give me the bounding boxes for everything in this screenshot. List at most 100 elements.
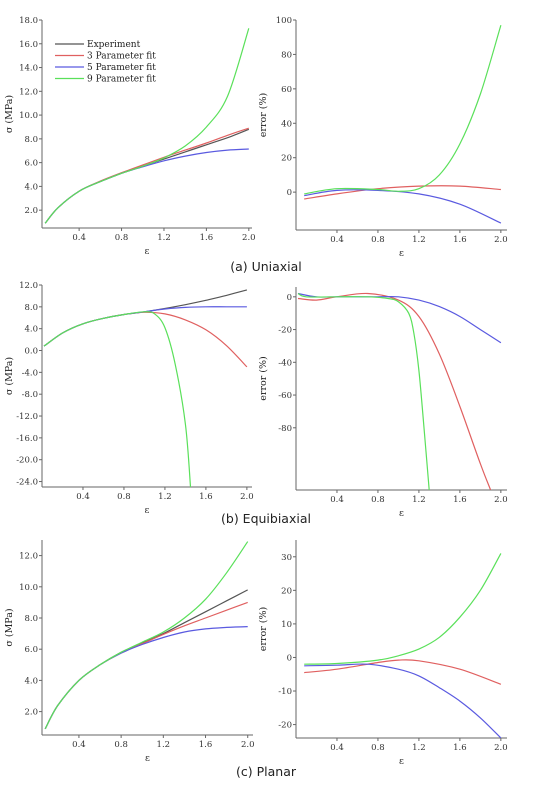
y-tick-label: -12.0 — [16, 412, 38, 422]
x-tick-label: 0.8 — [115, 233, 129, 243]
y-axis-label: σ (MPa) — [4, 357, 15, 395]
y-tick-label: -80 — [278, 424, 292, 434]
y-axis-label: error (%) — [258, 93, 269, 137]
chart-panel-3: 0.4 0.8 1.2 1.6 2.0 -24.0 -20.0 -16.0 -12.0 -8.0 -… — [4, 281, 311, 526]
series-line-3-parameter-fit — [304, 185, 501, 200]
x-tick-label: 1.2 — [157, 233, 171, 243]
x-axis-label: ε — [399, 756, 404, 767]
series-line-9-parameter-fit — [43, 311, 192, 487]
y-tick-label: 20 — [281, 154, 292, 164]
y-tick-label: 10.0 — [19, 111, 38, 121]
x-tick-label: 1.2 — [158, 492, 172, 502]
x-tick-label: 1.6 — [199, 492, 213, 502]
series-line-9-parameter-fit — [304, 553, 502, 665]
y-tick-label: 0 — [287, 188, 292, 198]
x-tick-label: 2.0 — [494, 495, 508, 505]
x-tick-label: 0.8 — [371, 495, 385, 505]
y-tick-label: 2.0 — [24, 708, 38, 718]
y-axis-label: σ (MPa) — [4, 95, 15, 133]
series-line-9-parameter-fit — [44, 541, 249, 730]
panel-caption: (a) Uniaxial — [230, 259, 302, 274]
y-tick-label: -20 — [278, 326, 292, 336]
x-tick-label: 0.4 — [76, 492, 90, 502]
series-line-9-parameter-fit — [44, 28, 250, 224]
series-line-3-parameter-fit — [304, 659, 502, 685]
series-line-3-parameter-fit — [43, 311, 248, 368]
chart-panel-6: 0.4 0.8 1.2 1.6 2.0 30 20 10 0 -10 -20 ε error (%) — [258, 540, 508, 767]
chart-panel-1: 0.4 0.8 1.2 1.6 2.0 2.0 4.0 6.0 8.0 10.0 12.0 14.0 1… — [4, 16, 302, 274]
y-tick-label: 30 — [281, 553, 292, 563]
y-tick-label: 100 — [276, 16, 292, 26]
y-tick-label: -60 — [278, 391, 292, 401]
series-line-9-parameter-fit — [304, 25, 502, 195]
x-tick-label: 0.8 — [117, 492, 131, 502]
y-tick-label: 16.0 — [19, 40, 38, 50]
x-tick-label: 1.6 — [453, 743, 467, 753]
y-tick-label: 10 — [281, 620, 292, 630]
x-axis-label: ε — [145, 505, 150, 516]
y-tick-label: 14.0 — [19, 64, 38, 74]
series-line-experiment — [44, 128, 250, 224]
series-line-9-parameter-fit — [297, 292, 430, 490]
x-tick-label: 2.0 — [494, 235, 508, 245]
x-tick-label: 0.8 — [371, 235, 385, 245]
x-tick-label: 1.6 — [453, 235, 467, 245]
y-tick-label: 12.0 — [19, 552, 38, 562]
x-tick-label: 2.0 — [494, 743, 508, 753]
y-tick-label: 0 — [287, 653, 292, 663]
x-axis-label: ε — [399, 248, 404, 259]
y-tick-label: -8.0 — [22, 390, 38, 400]
y-tick-label: -16.0 — [16, 434, 38, 444]
y-tick-label: 20 — [281, 586, 292, 596]
x-tick-label: 0.8 — [114, 740, 128, 750]
x-tick-label: 1.2 — [157, 740, 171, 750]
y-tick-label: -24.0 — [16, 478, 38, 488]
y-tick-label: 4.0 — [24, 325, 38, 335]
y-tick-label: 12.0 — [19, 87, 38, 97]
legend-label: 3 Parameter fit — [87, 52, 156, 62]
y-tick-label: 40 — [281, 119, 292, 129]
y-tick-label: 10.0 — [19, 583, 38, 593]
legend-label: 5 Parameter fit — [87, 63, 156, 73]
y-tick-label: 80 — [281, 50, 292, 60]
y-tick-label: 0.0 — [24, 347, 38, 357]
y-tick-label: 8.0 — [24, 135, 38, 145]
x-axis-label: ε — [145, 753, 150, 764]
panel-caption: (c) Planar — [236, 764, 297, 779]
y-axis-label: error (%) — [258, 356, 269, 400]
series-line-5-parameter-fit — [44, 148, 249, 224]
series-line-3-parameter-fit — [44, 127, 249, 224]
x-tick-label: 0.8 — [371, 743, 385, 753]
chart-panel-2: 0.4 0.8 1.2 1.6 2.0 0 20 40 60 80 100 ε error (%) — [258, 16, 508, 259]
panel-caption: (b) Equibiaxial — [221, 511, 311, 526]
y-tick-label: 6.0 — [24, 645, 38, 655]
x-tick-label: 0.4 — [330, 235, 344, 245]
x-tick-label: 1.6 — [200, 233, 214, 243]
x-tick-label: 1.2 — [412, 743, 426, 753]
x-tick-label: 0.4 — [72, 233, 86, 243]
y-tick-label: 18.0 — [19, 16, 38, 26]
y-tick-label: -40 — [278, 358, 292, 368]
legend-label: Experiment — [87, 40, 141, 50]
y-tick-label: 8.0 — [24, 614, 38, 624]
y-axis-label: error (%) — [258, 607, 269, 651]
series-line-3-parameter-fit — [297, 292, 492, 490]
x-tick-label: 1.6 — [453, 495, 467, 505]
y-tick-label: 8.0 — [24, 303, 38, 313]
x-tick-label: 0.4 — [72, 740, 86, 750]
y-tick-label: 4.0 — [24, 182, 38, 192]
x-tick-label: 2.0 — [240, 492, 254, 502]
series-line-experiment — [44, 589, 248, 730]
chart-panel-4: 0.4 0.8 1.2 1.6 2.0 0 -20 -40 -60 -80 ε error (%) — [258, 287, 508, 519]
x-axis-label: ε — [145, 246, 150, 257]
y-axis-label: σ (MPa) — [4, 608, 15, 646]
y-tick-label: -20.0 — [16, 456, 38, 466]
y-tick-label: -20 — [278, 721, 292, 731]
x-tick-label: 0.4 — [330, 743, 344, 753]
chart-panel-5: 0.4 0.8 1.2 1.6 2.0 2.0 4.0 6.0 8.0 10.0 12.0 ε σ (M… — [4, 540, 297, 779]
y-tick-label: 4.0 — [24, 676, 38, 686]
y-tick-label: 2.0 — [24, 206, 38, 216]
series-line-3-parameter-fit — [44, 601, 248, 730]
